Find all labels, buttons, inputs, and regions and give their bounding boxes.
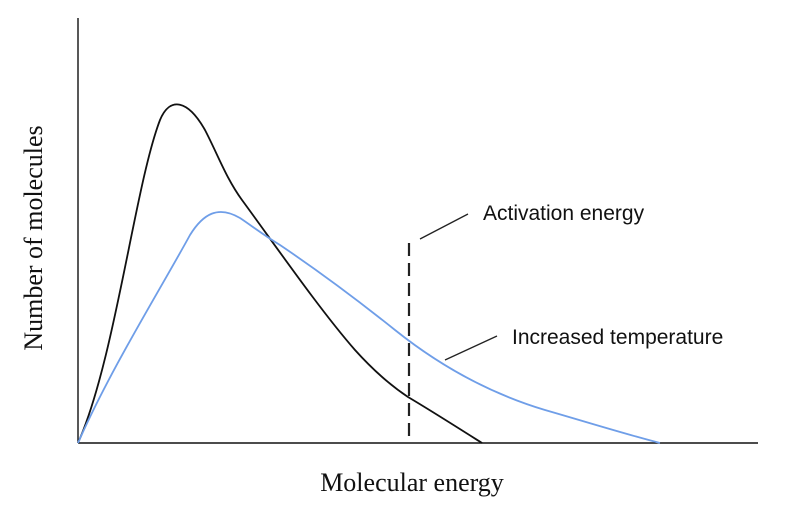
activation-energy-leader-line [419,213,469,240]
activation-energy-label: Activation energy [483,202,645,225]
increased-temperature-label: Increased temperature [512,326,724,349]
increased-temperature-leader-line [444,335,498,361]
increased-temperature-curve [77,211,661,444]
original-distribution-curve [77,103,483,444]
x-axis-title: Molecular energy [320,468,504,497]
y-axis-title: Number of molecules [19,125,48,351]
